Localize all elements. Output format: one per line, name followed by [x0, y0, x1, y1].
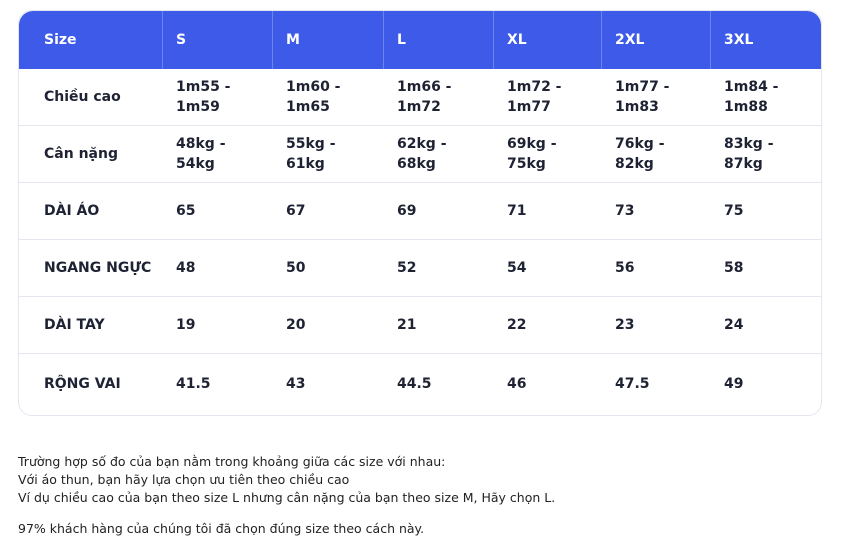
table-cell: 1m60 - 1m65: [286, 79, 341, 115]
table-cell: 69: [397, 203, 417, 219]
table-cell: 56: [615, 260, 635, 276]
table-cell: 22: [507, 317, 527, 333]
table-row: DÀI ÁO 65 67 69 71 73 75: [19, 183, 821, 240]
table-cell: 52: [397, 260, 417, 276]
table-cell: 83kg - 87kg: [724, 136, 774, 172]
table-cell: 67: [286, 203, 306, 219]
header-cell: XL: [494, 11, 602, 69]
table-cell: 47.5: [615, 375, 650, 392]
size-table: Size S M L XL 2XL 3XL Chiều cao 1m55 - 1m59 1m60 …: [18, 10, 822, 416]
table-cell: 54: [507, 260, 527, 276]
table-row: Cân nặng 48kg - 54kg 55kg - 61kg 62kg - 68k…: [19, 126, 821, 183]
table-cell: 71: [507, 203, 527, 219]
table-row: Chiều cao 1m55 - 1m59 1m60 - 1m65 1m66 - 1m…: [19, 69, 821, 126]
row-label: Cân nặng: [44, 146, 118, 162]
table-cell: 1m72 - 1m77: [507, 79, 562, 115]
table-cell: 76kg - 82kg: [615, 136, 665, 172]
table-cell: 49: [724, 375, 744, 392]
table-cell: 1m77 - 1m83: [615, 79, 670, 115]
table-cell: 24: [724, 317, 744, 333]
table-cell: 19: [176, 317, 196, 333]
table-row: DÀI TAY 19 20 21 22 23 24: [19, 297, 821, 354]
header-cell: M: [273, 11, 384, 69]
row-label: DÀI TAY: [44, 317, 105, 333]
header-cell: L: [384, 11, 494, 69]
row-label: NGANG NGỰC: [44, 260, 152, 276]
table-cell: 73: [615, 203, 635, 219]
table-cell: 58: [724, 260, 744, 276]
table-row: RỘNG VAI 41.5 43 44.5 46 47.5 49: [19, 354, 821, 413]
table-cell: 62kg - 68kg: [397, 136, 447, 172]
table-cell: 55kg - 61kg: [286, 136, 336, 172]
table-cell: 1m55 - 1m59: [176, 79, 231, 115]
header-cell: Size: [19, 11, 163, 69]
header-cell: 3XL: [724, 32, 754, 48]
table-cell: 48: [176, 260, 196, 276]
table-cell: 1m84 - 1m88: [724, 79, 779, 115]
row-label: RỘNG VAI: [44, 375, 121, 392]
table-cell: 50: [286, 260, 306, 276]
table-cell: 69kg - 75kg: [507, 136, 557, 172]
note-line: Với áo thun, bạn hãy lựa chọn ưu tiên th…: [18, 472, 350, 487]
table-cell: 44.5: [397, 375, 432, 392]
notes: Trường hợp số đo của bạn nằm trong khoản…: [18, 453, 555, 538]
row-label: Chiều cao: [44, 89, 121, 105]
row-label: DÀI ÁO: [44, 203, 100, 219]
table-cell: 75: [724, 203, 744, 219]
header-cell: S: [163, 11, 273, 69]
table-cell: 41.5: [176, 375, 211, 392]
table-cell: 48kg - 54kg: [176, 136, 226, 172]
table-cell: 23: [615, 317, 635, 333]
table-cell: 65: [176, 203, 196, 219]
note-line: Ví dụ chiều cao của bạn theo size L nhưn…: [18, 490, 556, 505]
header-row: Size S M L XL 2XL 3XL: [19, 11, 821, 69]
table-cell: 21: [397, 317, 417, 333]
table-row: NGANG NGỰC 48 50 52 54 56 58: [19, 240, 821, 297]
table-cell: 20: [286, 317, 306, 333]
header-cell: 2XL: [602, 11, 711, 69]
table-cell: 43: [286, 375, 306, 392]
table-cell: 1m66 - 1m72: [397, 79, 452, 115]
table-cell: 46: [507, 375, 527, 392]
note-line: 97% khách hàng của chúng tôi đã chọn đún…: [18, 521, 425, 536]
note-line: Trường hợp số đo của bạn nằm trong khoản…: [18, 454, 446, 469]
